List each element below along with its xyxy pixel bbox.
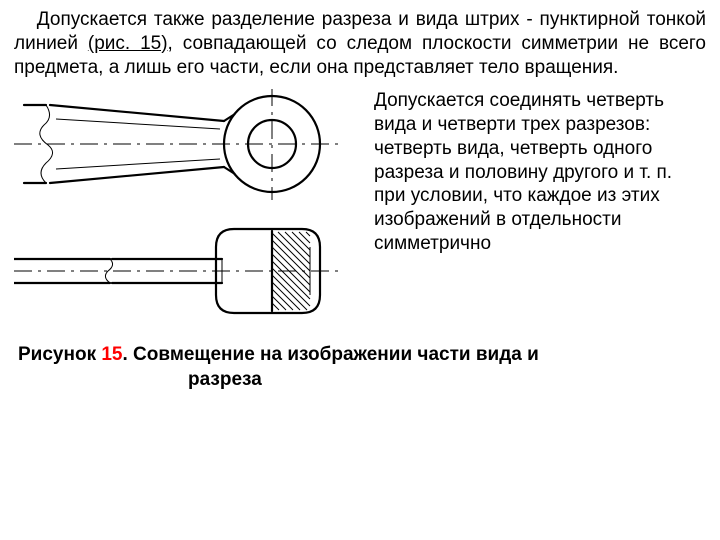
paragraph-2: Допускается соединять четверть вида и че… <box>364 85 706 329</box>
figure <box>14 85 364 329</box>
caption-post: . Совмещение на изображении части вида и <box>123 344 539 365</box>
paragraph-1: Допускается также разделение разреза и в… <box>14 8 706 79</box>
caption-pre: Рисунок <box>18 344 101 365</box>
caption-line2: разреза <box>18 368 706 393</box>
figure-link[interactable]: (рис. 15), <box>88 33 173 54</box>
figure-caption: Рисунок 15. Совмещение на изображении ча… <box>14 343 706 392</box>
caption-number: 15 <box>101 344 122 365</box>
